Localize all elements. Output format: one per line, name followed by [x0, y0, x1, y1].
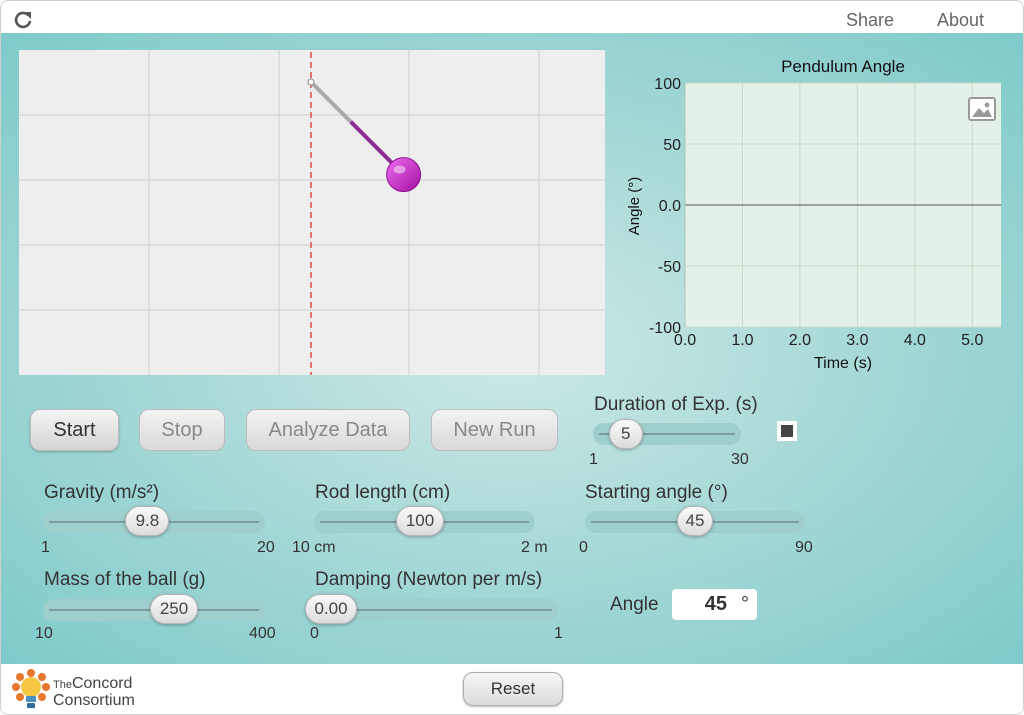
x-axis-label: Time (s): [814, 355, 872, 372]
logo-the: The: [53, 679, 72, 691]
reset-button[interactable]: Reset: [463, 672, 563, 706]
pendulum-rod-upper: [309, 80, 353, 124]
share-link[interactable]: Share: [846, 10, 895, 30]
pendulum-ball: [386, 157, 422, 193]
angle-readout-label: Angle: [610, 594, 659, 615]
top-bar: Share About: [1, 1, 1023, 33]
duration-slider-handle[interactable]: 5: [608, 419, 643, 449]
damping-slider-handle[interactable]: 0.00: [305, 594, 357, 624]
about-link[interactable]: About: [937, 10, 985, 30]
gravity-slider-handle[interactable]: 9.8: [125, 506, 170, 536]
damping-min: 0: [310, 625, 319, 642]
duration-max: 30: [731, 451, 749, 468]
new-run-button[interactable]: New Run: [431, 409, 558, 451]
damping-slider-track[interactable]: [305, 599, 558, 621]
chart-title: Pendulum Angle: [781, 57, 905, 76]
pendulum-pivot: [307, 78, 315, 86]
reload-icon[interactable]: [13, 10, 33, 30]
x-tick-label: 1.0: [731, 332, 753, 349]
graph-canvas: 0.0 1.0 2.0 3.0 4.0 5.0 100 50 0.0 -50 -100 Pendul…: [626, 57, 1001, 372]
mass-max: 400: [249, 625, 276, 642]
y-tick-label: -50: [658, 259, 681, 276]
mass-slider-handle[interactable]: 250: [150, 594, 198, 624]
logo-concord: Concord: [71, 675, 133, 692]
start-button[interactable]: Start: [30, 409, 119, 451]
stop-square-icon[interactable]: [777, 421, 797, 441]
damping-label: Damping (Newton per m/s): [315, 569, 543, 590]
logo-consortium: Consortium: [53, 692, 135, 709]
pendulum-angle-graph: 0.0 1.0 2.0 3.0 4.0 5.0 100 50 0.0 -50 -100 Pendul…: [619, 46, 1007, 376]
rod-length-slider-handle[interactable]: 100: [396, 506, 444, 536]
angle-readout-unit: °: [741, 593, 749, 615]
pendulum-canvas: [19, 50, 605, 375]
mass-min: 10: [35, 625, 53, 642]
duration-label: Duration of Exp. (s): [594, 394, 758, 415]
mass-label: Mass of the ball (g): [44, 569, 206, 590]
angle-readout-value: 45: [704, 593, 727, 615]
starting-angle-label: Starting angle (°): [585, 482, 728, 503]
rod-length-max: 2 m: [521, 539, 548, 556]
y-tick-label: 0.0: [659, 198, 681, 215]
starting-angle-max: 90: [795, 539, 813, 556]
starting-angle-slider-handle[interactable]: 45: [677, 506, 713, 536]
lightbulb-logo-icon: [12, 669, 50, 708]
concord-consortium-logo[interactable]: TheConcord Consortium: [11, 668, 161, 712]
x-tick-label: 0.0: [674, 332, 696, 349]
duration-min: 1: [589, 451, 598, 468]
starting-angle-min: 0: [579, 539, 588, 556]
rod-length-label: Rod length (cm): [315, 482, 451, 503]
gravity-max: 20: [257, 539, 275, 556]
pendulum-ball-highlight: [393, 165, 406, 174]
gravity-label: Gravity (m/s²): [44, 482, 160, 503]
x-tick-label: 3.0: [846, 332, 868, 349]
gravity-min: 1: [41, 539, 50, 556]
y-tick-label: -100: [649, 320, 681, 337]
damping-max: 1: [554, 625, 563, 642]
x-tick-label: 2.0: [789, 332, 811, 349]
stop-button[interactable]: Stop: [139, 409, 225, 451]
y-tick-label: 50: [663, 137, 681, 154]
analyze-data-button[interactable]: Analyze Data: [246, 409, 410, 451]
x-tick-label: 4.0: [904, 332, 926, 349]
pendulum-simulation-view: [19, 50, 605, 375]
angle-readout: 45 °: [672, 589, 757, 620]
rod-length-min: 10 cm: [292, 539, 336, 556]
y-tick-label: 100: [654, 76, 681, 93]
pendulum[interactable]: [307, 78, 422, 193]
y-axis-label: Angle (°): [626, 177, 643, 236]
x-tick-label: 5.0: [961, 332, 983, 349]
image-icon[interactable]: [968, 97, 996, 121]
